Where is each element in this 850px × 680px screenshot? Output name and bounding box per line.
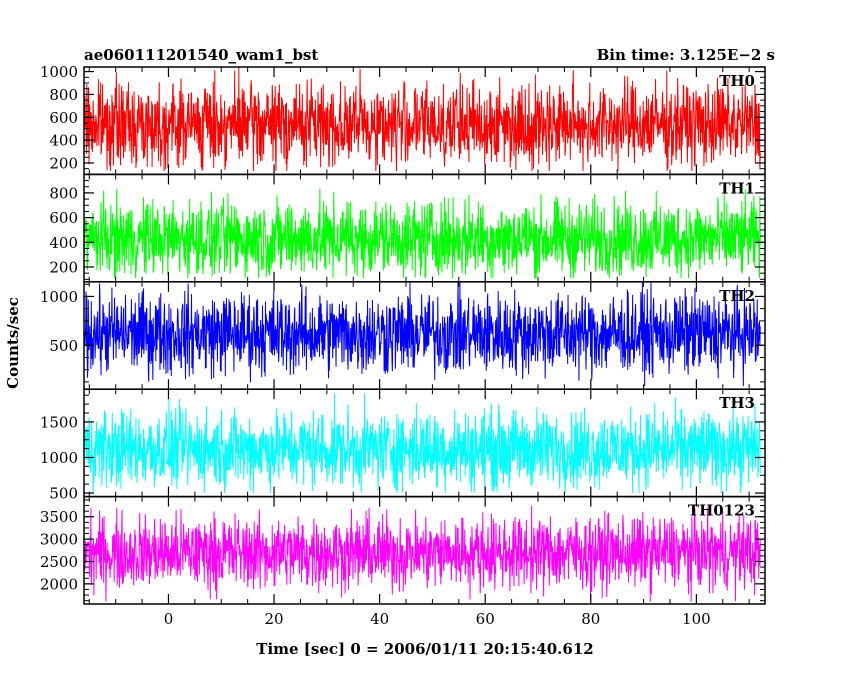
x-tick-label: 60: [476, 610, 495, 628]
x-tick-label: 40: [370, 610, 389, 628]
y-tick-label: 3000: [40, 531, 78, 549]
y-tick-label: 200: [49, 258, 78, 276]
y-tick-label: 400: [49, 132, 78, 150]
chart-title: ae060111201540_wam1_bst: [84, 46, 318, 64]
panel-th3: TH3 500 1000 1500: [40, 388, 766, 503]
y-tick-label: 200: [49, 154, 78, 172]
series-th0123-line: [84, 505, 761, 602]
y-tick-label: 2000: [40, 575, 78, 593]
y-tick-label: 1000: [40, 288, 78, 306]
x-tick-label: 20: [264, 610, 283, 628]
panel-th2: TH2 500 1000: [40, 281, 766, 390]
y-tick-label: 3500: [40, 508, 78, 526]
panels-group: TH02004006008001000TH1200400600800TH2500…: [40, 63, 766, 628]
y-axis-label: Counts/sec: [4, 297, 22, 389]
panel-th0: TH0 200 400 600 800 1000: [40, 63, 766, 176]
y-tick-label: 500: [49, 485, 78, 503]
panel-label-th1: TH1: [719, 179, 755, 197]
x-axis-label: Time [sec] 0 = 2006/01/11 20:15:40.612: [256, 640, 593, 658]
x-tick-label: 0: [164, 610, 174, 628]
x-tick-label: 80: [581, 610, 600, 628]
y-tick-label: 1000: [40, 449, 78, 467]
series-th1-line: [84, 188, 761, 279]
chart-subtitle: Bin time: 3.125E−2 s: [597, 46, 775, 64]
panel-label-th0123: TH0123: [688, 502, 755, 520]
series-th2-line: [84, 281, 761, 387]
y-tick-label: 800: [49, 184, 78, 202]
y-tick-label: 500: [49, 337, 78, 355]
y-tick-label: 400: [49, 234, 78, 252]
y-tick-label: 600: [49, 209, 78, 227]
panel-label-th0: TH0: [719, 72, 755, 90]
y-tick-label: 1500: [40, 413, 78, 431]
y-tick-label: 600: [49, 109, 78, 127]
series-th3-line: [84, 393, 761, 494]
series-th0-line: [84, 67, 761, 171]
panel-label-th3: TH3: [719, 394, 755, 412]
panel-label-th2: TH2: [719, 287, 755, 305]
x-tick-label: 100: [682, 610, 711, 628]
y-tick-label: 800: [49, 86, 78, 104]
y-tick-label: 2500: [40, 553, 78, 571]
panel-th1: TH1 200 400 600 800: [49, 173, 766, 283]
y-tick-label: 1000: [40, 63, 78, 81]
panel-th0123: TH0123 2000 2500 3000 3500: [40, 495, 766, 605]
